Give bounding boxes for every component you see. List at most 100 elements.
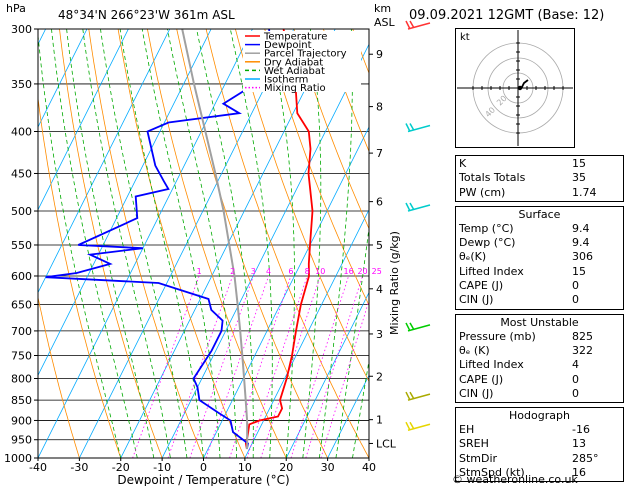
mu-theta-label: θₑ (K): [459, 343, 490, 357]
isotherm-line: [38, 29, 88, 128]
dry-adiabat-line: [176, 29, 328, 458]
temp-tick-label: 0: [200, 461, 207, 474]
info-panel: K 15 Totals Totals 35 PW (cm) 1.74 Surface …: [455, 155, 624, 486]
sreh-label: SREH: [459, 437, 489, 451]
wet-adiabat-line: [141, 29, 221, 458]
surface-title: Surface: [518, 207, 561, 221]
tt-label: Totals Totals: [459, 171, 526, 185]
isotherm-line: [38, 29, 253, 458]
surface-li-label: Lifted Index: [459, 264, 524, 278]
isotherm-line: [79, 29, 295, 458]
parcel-trajectory: [181, 29, 249, 450]
wind-barb: [405, 322, 431, 332]
legend-item: Parcel Trajectory: [264, 49, 347, 60]
wet-adiabat-line: [302, 29, 322, 458]
mu-theta-value: 322: [572, 343, 593, 357]
mixing-ratio-line: [205, 275, 269, 458]
wind-barb: [405, 421, 431, 431]
temperature-profile: [244, 29, 314, 450]
indices-block: K 15 Totals Totals 35 PW (cm) 1.74: [455, 155, 624, 202]
surface-temp-label: Temp (°C): [459, 221, 514, 235]
mixing-ratio-axis-title: Mixing Ratio (g/kg): [388, 231, 401, 335]
wet-adiabat-line: [167, 29, 238, 458]
pressure-tick-label: 800: [11, 372, 32, 385]
pressure-tick-label: 450: [11, 167, 32, 180]
surface-theta-value: 306: [572, 250, 593, 264]
sreh-value: 13: [572, 437, 586, 451]
temp-tick-label: 40: [362, 461, 376, 474]
wet-adiabat-line: [100, 29, 188, 458]
km-tick-label: 5: [376, 239, 383, 252]
wet-adiabat-line: [318, 29, 353, 458]
wind-barb: [405, 202, 431, 212]
surface-block: Surface Temp (°C) 9.4 Dewp (°C) 9.4 θₑ(K) 3…: [455, 205, 624, 310]
mixing-ratio-label: 4: [266, 267, 271, 276]
pressure-tick-label: 900: [11, 414, 32, 427]
wind-barb: [405, 20, 431, 30]
isotherm-line: [244, 208, 369, 458]
temp-tick-label: 30: [321, 461, 335, 474]
asl-axis-label: ASL: [374, 16, 396, 29]
legend-item: Mixing Ratio: [264, 83, 326, 94]
dry-adiabat-line: [235, 29, 369, 383]
km-tick-label: 2: [376, 370, 383, 383]
wet-adiabat-line: [229, 29, 273, 458]
mixing-ratio-label: 3: [251, 267, 256, 276]
wet-adiabat-line: [51, 29, 138, 458]
pressure-tick-label: 400: [11, 126, 32, 139]
legend-bg: [243, 31, 361, 92]
mu-li-value: 4: [572, 358, 579, 372]
isotherm-line: [38, 29, 129, 211]
isotherm-line: [0, 29, 4, 458]
k-value: 15: [572, 157, 586, 170]
km-tick-label: 1: [376, 414, 383, 427]
legend-item: Isotherm: [264, 75, 308, 86]
legend-item: Dry Adiabat: [264, 57, 323, 68]
isotherm-line: [285, 291, 369, 458]
mixing-ratio-label: 1: [197, 267, 202, 276]
mixing-ratio-label: 16: [344, 267, 354, 276]
dry-adiabat-line: [59, 29, 163, 458]
surface-li-value: 15: [572, 264, 586, 278]
wet-adiabat-line: [196, 29, 254, 458]
pressure-tick-label: 500: [11, 205, 32, 218]
eh-label: EH: [459, 423, 475, 437]
mu-cin-label: CIN (J): [459, 386, 494, 400]
temp-tick-label: -40: [29, 461, 47, 474]
surface-dewp-label: Dewp (°C): [459, 236, 516, 250]
hodograph-block: Hodograph EH -16 SREH 13 StmDir 285° StmSpd…: [455, 407, 624, 483]
pressure-tick-label: 350: [11, 78, 32, 91]
legend-item: Temperature: [263, 32, 327, 43]
dry-adiabat-line: [205, 29, 369, 458]
isotherm-line: [327, 374, 369, 458]
datetime-label: 09.09.2021 12GMT (Base: 12): [409, 8, 605, 23]
pw-value: 1.74: [572, 185, 597, 199]
surface-theta-label: θₑ(K): [459, 250, 487, 264]
pressure-tick-label: 700: [11, 325, 32, 338]
wet-adiabat-line: [335, 224, 369, 458]
surface-cape-label: CAPE (J): [459, 279, 504, 293]
mu-cape-value: 0: [572, 372, 579, 386]
hodograph-unit-label: kt: [460, 32, 470, 43]
pressure-tick-label: 650: [11, 299, 32, 312]
pressure-tick-label: 300: [11, 23, 32, 36]
km-tick-label: 6: [376, 196, 383, 209]
wet-adiabat-line: [38, 31, 122, 458]
plot-area: [0, 29, 369, 458]
temp-tick-label: 10: [238, 461, 252, 474]
stmspd-label: StmSpd (kt): [459, 466, 525, 480]
pressure-tick-label: 600: [11, 270, 32, 283]
dry-adiabat-line: [147, 29, 287, 458]
hpa-axis-label: hPa: [6, 2, 26, 15]
dry-adiabat-line: [293, 29, 369, 230]
x-axis-title: Dewpoint / Temperature (°C): [117, 473, 289, 486]
mu-li-label: Lifted Index: [459, 358, 524, 372]
mixing-ratio-label: 20: [357, 267, 367, 276]
pressure-tick-label: 950: [11, 434, 32, 447]
unstable-title: Most Unstable: [500, 315, 579, 329]
temp-tick-label: -10: [153, 461, 171, 474]
stmspd-value: 16: [572, 466, 586, 480]
surface-cin-value: 0: [572, 293, 579, 307]
dry-adiabat-line: [88, 29, 204, 458]
